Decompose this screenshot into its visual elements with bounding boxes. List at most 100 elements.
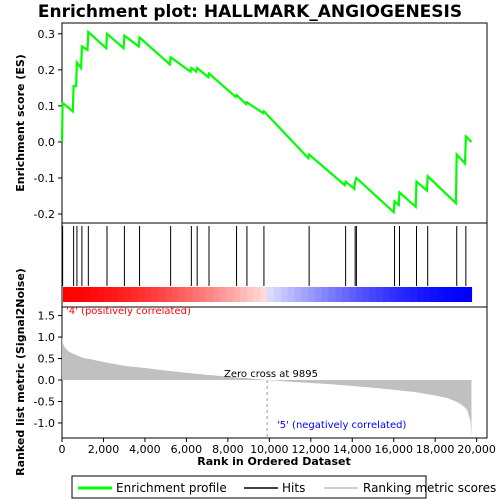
color-bar-segment (117, 287, 125, 302)
color-bar-segment (451, 287, 459, 302)
x-tick-label: 0 (59, 443, 66, 456)
color-bar-segment (199, 287, 207, 302)
color-bar-segment (226, 287, 234, 302)
color-bar-segment (314, 287, 323, 302)
color-bar-segment (457, 287, 466, 302)
metric-x-ticks: 0 2,000 4,000 6,000 8,000 10,000 12,000 14,000 1… (59, 438, 496, 456)
x-tick-label: 14,000 (333, 443, 372, 456)
x-tick-label: 16,000 (374, 443, 413, 456)
color-bar-segment (178, 287, 187, 302)
color-bar-segment (219, 287, 227, 302)
metric-y-axis-label: Ranked list metric (Signal2Noise) (14, 268, 27, 476)
x-axis-label: Rank in Ordered Dataset (197, 455, 351, 468)
color-bar-segment (294, 287, 302, 302)
metric-y-tick-label: 0.0 (38, 374, 56, 387)
color-bar-segment (144, 287, 153, 302)
color-bar-segment (376, 287, 384, 302)
es-y-ticks: 0.3 0.2 0.1 0.0 -0.1 -0.2 (34, 28, 62, 221)
enrichment-profile-line (60, 29, 473, 215)
x-tick-label: 10,000 (250, 443, 289, 456)
color-bar-segment (382, 287, 391, 302)
color-bar-segment (83, 287, 91, 302)
color-bar-segment (69, 287, 78, 302)
color-bar-segment (308, 287, 316, 302)
color-bar-segment (246, 287, 255, 302)
color-bar-segment (280, 287, 289, 302)
color-bar-segment (430, 287, 439, 302)
color-bar-segment (233, 287, 241, 302)
hit-marks (62, 226, 467, 286)
x-tick-label: 18,000 (416, 443, 455, 456)
legend-box (71, 475, 427, 499)
x-tick-label: 4,000 (129, 443, 161, 456)
color-bar-segment (124, 287, 132, 302)
legend-ranking-label: Ranking metric scores (363, 481, 496, 495)
color-bar-segment (110, 287, 119, 302)
color-bar-segment (158, 287, 166, 302)
color-bar-segment (192, 287, 200, 302)
color-bar-segment (301, 287, 309, 302)
metric-y-tick-label: 0.5 (38, 353, 56, 366)
es-y-tick-label: 0.3 (38, 28, 56, 41)
color-bar-segment (464, 287, 473, 302)
x-tick-label: 6,000 (171, 443, 203, 456)
ranking-metric-area (62, 336, 472, 436)
color-bar-segment (267, 287, 275, 302)
negative-correlation-label: '5' (negatively correlated) (277, 420, 406, 431)
color-bar-segment (369, 287, 377, 302)
es-y-axis-label: Enrichment score (ES) (14, 54, 27, 192)
color-bar-segment (171, 287, 180, 302)
es-y-tick-label: 0.2 (38, 64, 56, 77)
color-bar-segment (328, 287, 336, 302)
color-bar-segment (287, 287, 296, 302)
color-bar-segment (416, 287, 425, 302)
color-bar-segment (137, 287, 146, 302)
color-bar-segment (444, 287, 452, 302)
color-bar-segment (389, 287, 398, 302)
color-bar-segment (239, 287, 248, 302)
ranked-metric-panel: 1.5 1.0 0.5 0.0 -0.5 -1.0 0 2,000 4,000 6,000 8,0… (14, 268, 496, 476)
es-y-tick-label: -0.1 (34, 172, 55, 185)
metric-y-tick-label: -0.5 (34, 395, 55, 408)
x-tick-label: 12,000 (292, 443, 331, 456)
color-bar-segment (76, 287, 85, 302)
chart-title: Enrichment plot: HALLMARK_ANGIOGENESIS (38, 2, 462, 22)
hits-panel (61, 222, 488, 308)
color-bar-segment (253, 287, 262, 302)
color-bar-segment (212, 287, 221, 302)
color-bar-segment (348, 287, 357, 302)
ranking-metric-series (62, 336, 472, 436)
color-bar-segment (423, 287, 432, 302)
color-bar-segment (410, 287, 418, 302)
es-y-tick-label: 0.0 (38, 136, 56, 149)
legend: Enrichment profile Hits Ranking metric s… (71, 475, 496, 499)
color-bar-segment (165, 287, 173, 302)
metric-y-tick-label: -1.0 (34, 417, 55, 430)
metric-y-ticks: 1.5 1.0 0.5 0.0 -0.5 -1.0 (34, 310, 62, 430)
color-bar-segment (131, 287, 139, 302)
color-bar-segment (362, 287, 370, 302)
color-bar-segment (185, 287, 193, 302)
x-tick-label: 2,000 (88, 443, 120, 456)
color-bar-segment (355, 287, 364, 302)
enrichment-score-panel: 0.3 0.2 0.1 0.0 -0.1 -0.2 Enrichment score (E… (14, 22, 488, 224)
color-bar-segment (205, 287, 214, 302)
rank-color-bar (63, 287, 473, 302)
color-bar-segment (103, 287, 112, 302)
metric-y-tick-label: 1.5 (38, 310, 56, 323)
positive-correlation-label: '4' (positively correlated) (66, 306, 191, 317)
es-y-tick-label: 0.1 (38, 100, 56, 113)
color-bar-segment (260, 287, 268, 302)
x-tick-label: 8,000 (212, 443, 244, 456)
color-bar-segment (151, 287, 159, 302)
x-tick-label: 20,000 (457, 443, 496, 456)
enrichment-profile-series (60, 29, 473, 215)
zero-cross-label: Zero cross at 9895 (224, 369, 318, 380)
color-bar-segment (403, 287, 411, 302)
es-y-tick-label: -0.2 (34, 208, 55, 221)
color-bar-segment (342, 287, 350, 302)
legend-enrichment-label: Enrichment profile (116, 481, 227, 495)
color-bar-segment (90, 287, 98, 302)
legend-hits-label: Hits (282, 481, 305, 495)
